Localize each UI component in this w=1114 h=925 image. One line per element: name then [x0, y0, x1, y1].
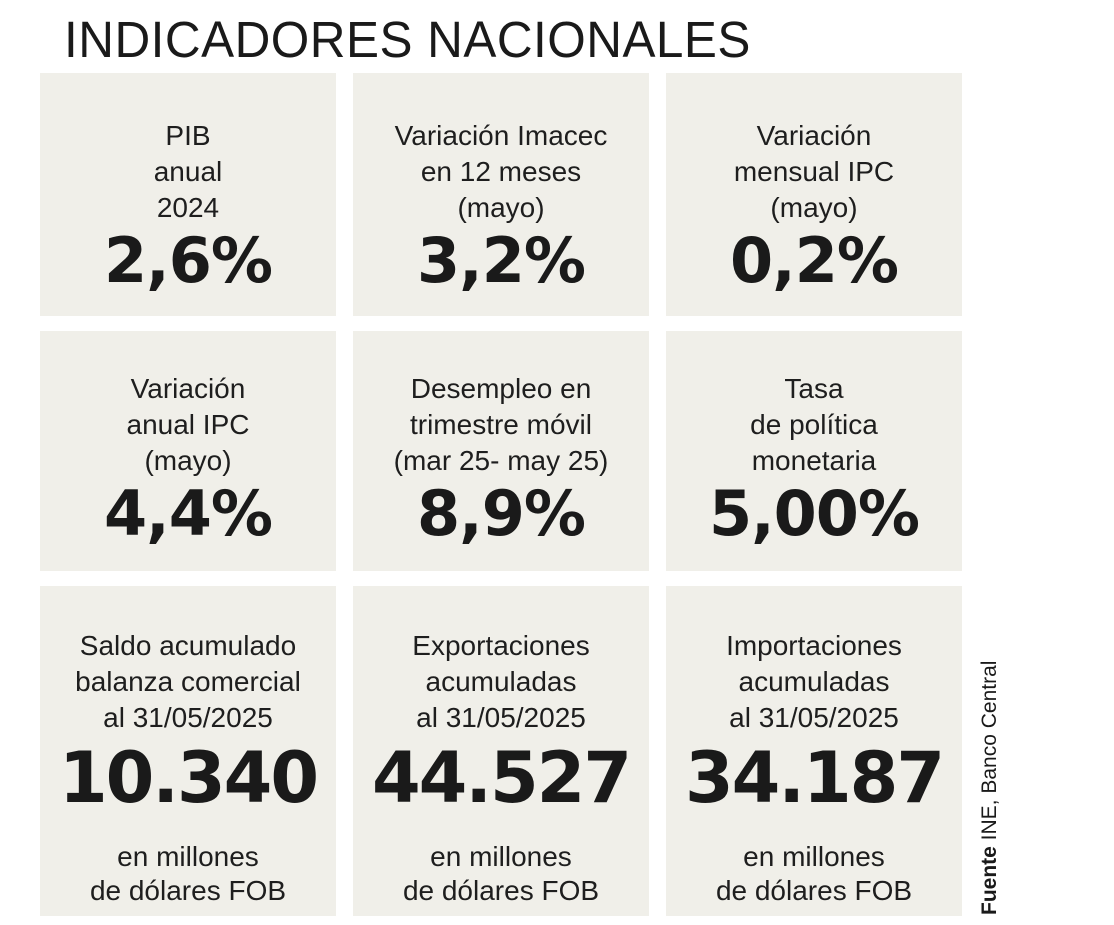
indicator-label: Variación Imacec en 12 meses (mayo) [394, 120, 608, 223]
indicator-card-monetary-rate: Tasa de política monetaria 5,00% [666, 331, 962, 571]
indicator-label: Saldo acumulado balanza comercial al 31/… [75, 630, 301, 733]
indicator-label: Variación mensual IPC (mayo) [733, 120, 895, 223]
indicator-label: Importaciones acumuladas al 31/05/2025 [726, 630, 902, 733]
source-label: Fuente [978, 846, 1001, 915]
indicator-grid: PIB anual 2024 2,6% Variación Imacec en … [40, 73, 962, 916]
indicator-card-imacec: Variación Imacec en 12 meses (mayo) 3,2% [353, 73, 649, 316]
indicator-card-exports: Exportaciones acumuladas al 31/05/2025 4… [353, 586, 649, 916]
indicator-card-trade-balance: Saldo acumulado balanza comercial al 31/… [40, 586, 336, 916]
indicator-card-pib: PIB anual 2024 2,6% [40, 73, 336, 316]
indicator-value: 4,4% [104, 477, 273, 550]
source-text: INE, Banco Central [978, 660, 1001, 847]
source-credit: Fuente INE, Banco Central [978, 661, 1002, 915]
indicator-value: 5,00% [708, 477, 920, 550]
indicator-value: 44.527 [371, 737, 632, 819]
indicator-unit: en millones de dólares FOB [402, 841, 600, 906]
indicator-card-imports: Importaciones acumuladas al 31/05/2025 3… [666, 586, 962, 916]
indicator-unit: en millones de dólares FOB [715, 841, 913, 906]
indicator-value: 8,9% [417, 477, 586, 550]
indicator-card-ipc-monthly: Variación mensual IPC (mayo) 0,2% [666, 73, 962, 316]
indicator-card-ipc-annual: Variación anual IPC (mayo) 4,4% [40, 331, 336, 571]
indicator-label: Tasa de política monetaria [750, 373, 878, 476]
indicator-value: 10.340 [58, 737, 319, 819]
indicator-label: Exportaciones acumuladas al 31/05/2025 [412, 630, 590, 733]
indicator-value: 3,2% [417, 224, 586, 297]
indicator-card-unemployment: Desempleo en trimestre móvil (mar 25- ma… [353, 331, 649, 571]
indicator-value: 0,2% [730, 224, 899, 297]
indicator-label: Desempleo en trimestre móvil (mar 25- ma… [393, 373, 609, 476]
indicator-label: Variación anual IPC (mayo) [126, 373, 250, 476]
indicator-unit: en millones de dólares FOB [89, 841, 287, 906]
indicator-value: 2,6% [104, 224, 273, 297]
indicator-label: PIB anual 2024 [153, 120, 223, 223]
page-title: INDICADORES NACIONALES [64, 11, 751, 68]
indicator-value: 34.187 [684, 737, 945, 819]
